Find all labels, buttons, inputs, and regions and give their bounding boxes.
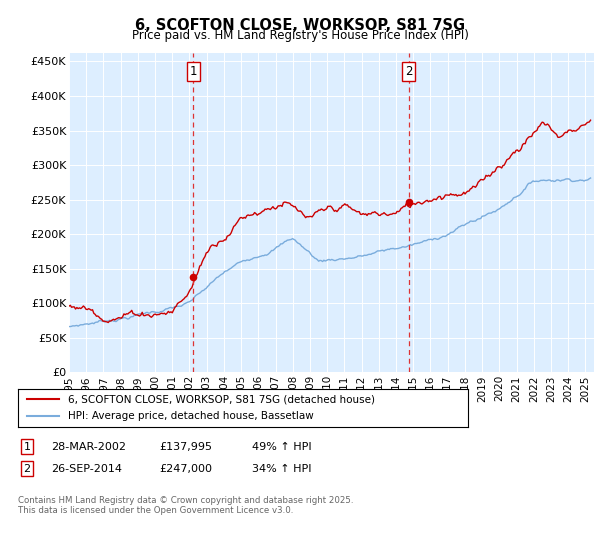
Text: 34% ↑ HPI: 34% ↑ HPI <box>252 464 311 474</box>
Text: Contains HM Land Registry data © Crown copyright and database right 2025.
This d: Contains HM Land Registry data © Crown c… <box>18 496 353 515</box>
Text: 6, SCOFTON CLOSE, WORKSOP, S81 7SG (detached house): 6, SCOFTON CLOSE, WORKSOP, S81 7SG (deta… <box>67 394 374 404</box>
Text: 28-MAR-2002: 28-MAR-2002 <box>51 442 126 452</box>
Text: Price paid vs. HM Land Registry's House Price Index (HPI): Price paid vs. HM Land Registry's House … <box>131 29 469 42</box>
Text: 2: 2 <box>405 66 412 78</box>
Text: 49% ↑ HPI: 49% ↑ HPI <box>252 442 311 452</box>
Text: 26-SEP-2014: 26-SEP-2014 <box>51 464 122 474</box>
Text: HPI: Average price, detached house, Bassetlaw: HPI: Average price, detached house, Bass… <box>67 411 313 421</box>
Text: £137,995: £137,995 <box>159 442 212 452</box>
Text: 1: 1 <box>23 442 31 452</box>
Text: £247,000: £247,000 <box>159 464 212 474</box>
Text: 6, SCOFTON CLOSE, WORKSOP, S81 7SG: 6, SCOFTON CLOSE, WORKSOP, S81 7SG <box>135 18 465 33</box>
Text: 2: 2 <box>23 464 31 474</box>
Text: 1: 1 <box>190 66 197 78</box>
